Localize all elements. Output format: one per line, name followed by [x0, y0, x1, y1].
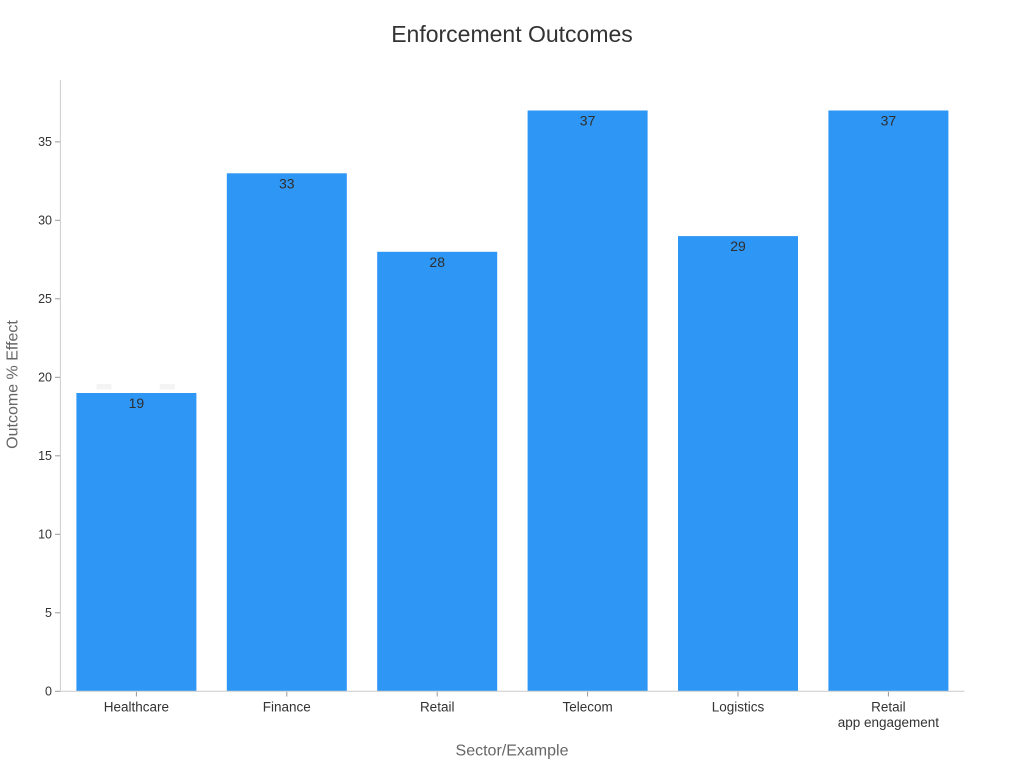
svg-text:37: 37	[580, 113, 596, 129]
svg-text:35: 35	[38, 135, 52, 149]
svg-text:28: 28	[429, 254, 445, 270]
svg-text:30: 30	[38, 214, 52, 228]
svg-text:Outcome % Effect: Outcome % Effect	[5, 320, 22, 449]
svg-text:20: 20	[38, 371, 52, 385]
svg-text:app engagement: app engagement	[838, 715, 940, 730]
svg-text:10: 10	[38, 528, 52, 542]
svg-text:Telecom: Telecom	[562, 700, 612, 715]
svg-text:25: 25	[38, 292, 52, 306]
svg-text:Sector/Example: Sector/Example	[456, 743, 569, 760]
svg-text:Healthcare: Healthcare	[104, 700, 169, 715]
svg-text:Logistics: Logistics	[712, 700, 765, 715]
svg-text:Finance: Finance	[263, 700, 311, 715]
svg-text:33: 33	[279, 175, 295, 191]
svg-text:5: 5	[45, 606, 52, 620]
svg-text:Enforcement Outcomes: Enforcement Outcomes	[391, 21, 633, 47]
svg-text:37: 37	[881, 113, 897, 129]
svg-text:Retail: Retail	[420, 700, 455, 715]
svg-text:0: 0	[45, 685, 52, 699]
svg-text:19: 19	[129, 395, 145, 411]
svg-text:29: 29	[730, 238, 746, 254]
svg-text:Retail: Retail	[871, 700, 906, 715]
svg-text:15: 15	[38, 449, 52, 463]
